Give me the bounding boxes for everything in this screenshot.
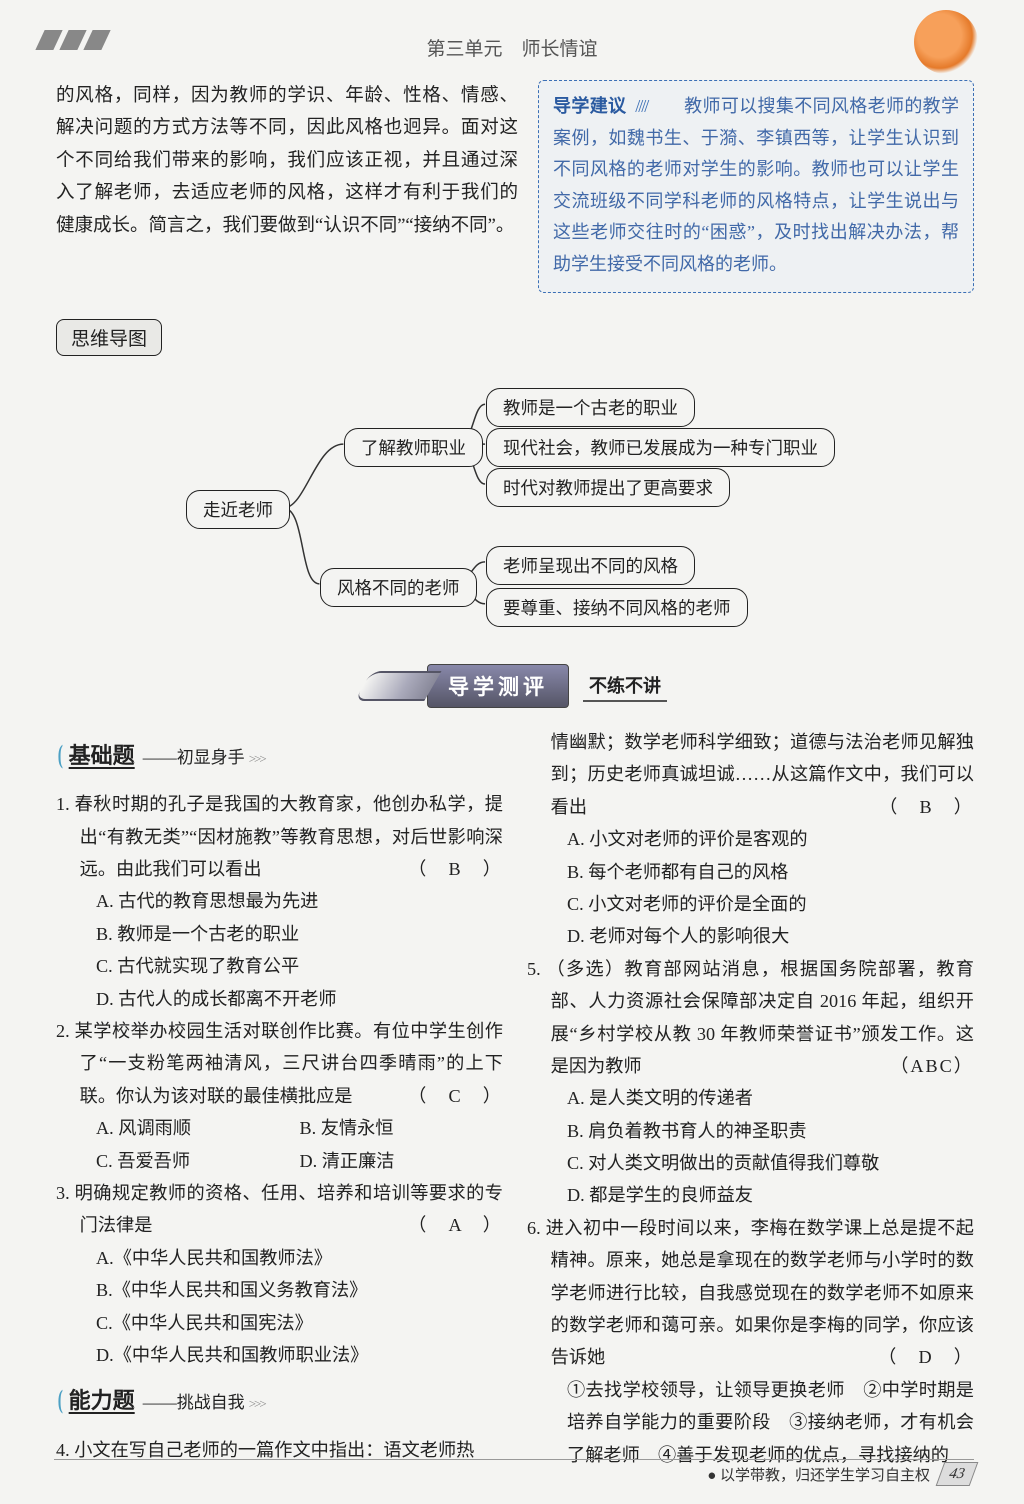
q-option: B.《中华人民共和国义务教育法》 bbox=[96, 1274, 503, 1306]
q-option: A. 是人类文明的传递者 bbox=[567, 1082, 974, 1114]
question-6: 6. 进入初中一段时间以来，李梅在数学课上总是提不起精神。原来，她总是拿现在的数… bbox=[527, 1212, 974, 1471]
q-option: B. 教师是一个古老的职业 bbox=[96, 918, 503, 950]
q-number: 5. bbox=[527, 959, 541, 979]
q-option: C. 对人类文明做出的贡献值得我们尊敬 bbox=[567, 1147, 974, 1179]
callout-text: 教师可以搜集不同风格老师的教学案例，如魏书生、于漪、李镇西等，让学生认识到不同风… bbox=[553, 96, 959, 274]
mindmap-leaf: 老师呈现出不同的风格 bbox=[486, 546, 695, 585]
mindmap-leaf: 教师是一个古老的职业 bbox=[486, 388, 695, 427]
mindmap-branch: 了解教师职业 bbox=[344, 428, 483, 467]
section-sub: ——初显身手 bbox=[143, 743, 245, 773]
q-option: D. 都是学生的良师益友 bbox=[567, 1179, 974, 1211]
page-header: 第三单元 师长情谊 bbox=[0, 0, 1024, 68]
question-2: 2. 某学校举办校园生活对联创作比赛。有位中学生创作了“一支粉笔两袖清风，三尺讲… bbox=[56, 1015, 503, 1177]
mindmap-branch: 风格不同的老师 bbox=[320, 568, 477, 607]
q-number: 2. bbox=[56, 1021, 70, 1041]
question-4-partial: 4. 小文在写自己老师的一篇作文中指出：语文老师热 bbox=[56, 1434, 503, 1466]
q-number: 6. bbox=[527, 1218, 541, 1238]
question-5: 5. （多选）教育部网站消息，根据国务院部署，教育部、人力资源社会保障部决定自 … bbox=[527, 953, 974, 1212]
q-option: A. 小文对老师的评价是客观的 bbox=[567, 823, 974, 855]
q-answer: （ B ） bbox=[432, 853, 503, 885]
mascot-icon bbox=[914, 10, 978, 74]
q-option: A. 风调雨顺 bbox=[96, 1112, 299, 1144]
q-option: C. 吾爱吾师 bbox=[96, 1145, 299, 1177]
q-option: B. 肩负着教书育人的神圣职责 bbox=[567, 1115, 974, 1147]
q-option: A. 古代的教育思想最为先进 bbox=[96, 885, 503, 917]
question-3: 3. 明确规定教师的资格、任用、培养和培训等要求的专门法律是（ A ） A.《中… bbox=[56, 1177, 503, 1371]
teaching-suggestion-callout: 导学建议 //// 教师可以搜集不同风格老师的教学案例，如魏书生、于漪、李镇西等… bbox=[538, 80, 974, 293]
mindmap-leaf: 要尊重、接纳不同风格的老师 bbox=[486, 588, 748, 627]
mindmap-leaf: 现代社会，教师已发展成为一种专门职业 bbox=[486, 428, 835, 467]
footer-motto: ● 以学带教，归还学生学习自主权 bbox=[707, 1464, 930, 1485]
q-answer: （ C ） bbox=[432, 1080, 503, 1112]
section-basic-heading: ( 基础题 ——初显身手 >>> bbox=[56, 732, 503, 778]
callout-label: 导学建议 bbox=[553, 96, 626, 116]
q-option: C. 小文对老师的评价是全面的 bbox=[567, 888, 974, 920]
question-1: 1. 春秋时期的孔子是我国的大教育家，他创办私学，提出“有教无类”“因材施教”等… bbox=[56, 788, 503, 1015]
unit-title: 第三单元 师长情谊 bbox=[0, 34, 1024, 61]
q-answer: （ A ） bbox=[432, 1209, 503, 1241]
q-number: 1. bbox=[56, 794, 70, 814]
q-answer: （ D ） bbox=[902, 1341, 974, 1373]
q-option: A.《中华人民共和国教师法》 bbox=[96, 1242, 503, 1274]
paren-decor-icon: ( bbox=[58, 732, 63, 778]
arrow-decor-icon: >>> bbox=[249, 747, 265, 770]
assessment-banner: 导学测评 不练不讲 bbox=[56, 664, 974, 708]
q-answer: （ B ） bbox=[879, 791, 974, 823]
mindmap-leaf: 时代对教师提出了更高要求 bbox=[486, 468, 730, 507]
mindmap-heading: 思维导图 bbox=[56, 319, 162, 356]
page-number: 43 bbox=[936, 1462, 979, 1486]
section-sub: ——挑战自我 bbox=[143, 1388, 245, 1418]
banner-subtitle: 不练不讲 bbox=[583, 670, 667, 702]
q-option: D.《中华人民共和国教师职业法》 bbox=[96, 1339, 503, 1371]
questions-left-column: ( 基础题 ——初显身手 >>> 1. 春秋时期的孔子是我国的大教育家，他创办私… bbox=[56, 726, 503, 1471]
q-tail-options: ①去找学校领导，让领导更换老师 ②中学时期是培养自学能力的重要阶段 ③接纳老师，… bbox=[527, 1374, 974, 1471]
mindmap-root: 走近老师 bbox=[186, 490, 290, 529]
q-option: C. 古代就实现了教育公平 bbox=[96, 950, 503, 982]
q-number: 3. bbox=[56, 1183, 70, 1203]
q-option: D. 老师对每个人的影响很大 bbox=[567, 920, 974, 952]
q-option: B. 友情永恒 bbox=[300, 1112, 503, 1144]
banner-title: 导学测评 bbox=[427, 664, 569, 708]
arrow-decor-icon: >>> bbox=[249, 1392, 265, 1415]
question-4-cont: 情幽默；数学老师科学细致；道德与法治老师见解独到；历史老师真诚坦诚……从这篇作文… bbox=[527, 726, 974, 953]
q-option: D. 清正廉洁 bbox=[300, 1145, 503, 1177]
header-stripe-decor bbox=[40, 30, 106, 50]
hatch-decor: //// bbox=[635, 91, 675, 123]
q-stem: 4. 小文在写自己老师的一篇作文中指出：语文老师热 bbox=[56, 1434, 503, 1466]
paren-decor-icon: ( bbox=[58, 1377, 63, 1423]
section-title: 能力题 bbox=[69, 1381, 135, 1420]
q-option: B. 每个老师都有自己的风格 bbox=[567, 856, 974, 888]
q-option: C.《中华人民共和国宪法》 bbox=[96, 1307, 503, 1339]
mind-map: 走近老师 了解教师职业 风格不同的老师 教师是一个古老的职业 现代社会，教师已发… bbox=[56, 374, 974, 642]
footer-rule bbox=[54, 1459, 974, 1460]
section-title: 基础题 bbox=[69, 736, 135, 775]
questions-right-column: 情幽默；数学老师科学细致；道德与法治老师见解独到；历史老师真诚坦诚……从这篇作文… bbox=[527, 726, 974, 1471]
section-ability-heading: ( 能力题 ——挑战自我 >>> bbox=[56, 1377, 503, 1423]
q-answer: （ABC） bbox=[914, 1050, 974, 1082]
q-option: D. 古代人的成长都离不开老师 bbox=[96, 983, 503, 1015]
intro-paragraph: 的风格，同样，因为教师的学识、年龄、性格、情感、解决问题的方式方法等不同，因此风… bbox=[56, 80, 518, 242]
